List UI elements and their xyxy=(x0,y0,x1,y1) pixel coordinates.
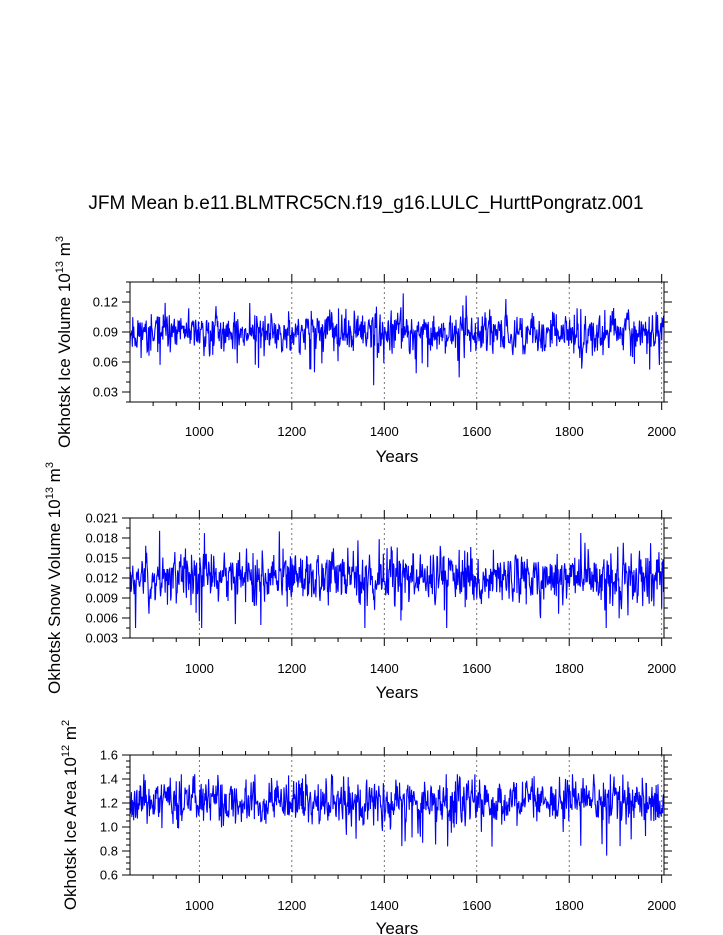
x-tick-label: 2000 xyxy=(647,424,676,439)
y-tick-label: 1.6 xyxy=(100,748,118,763)
y-axis-label: Okhotsk Ice Area 1012 m2 xyxy=(60,720,80,910)
y-tick-label: 0.012 xyxy=(85,571,118,586)
y-tick-label: 0.6 xyxy=(100,868,118,883)
y-tick-label: 0.03 xyxy=(93,385,118,400)
x-tick-label: 2000 xyxy=(647,661,676,676)
panel-ice-volume: 1000 1200 1400 1600 1800 2000 0.03 0.06 0.09 0.12… xyxy=(54,236,676,466)
y-tick-label: 1.4 xyxy=(100,772,118,787)
x-tick-label: 1000 xyxy=(185,661,214,676)
y-tick-label: 0.006 xyxy=(85,611,118,626)
x-tick-label: 1400 xyxy=(370,661,399,676)
x-tick-label: 2000 xyxy=(647,898,676,913)
y-tick-label: 1.2 xyxy=(100,796,118,811)
x-tick-label: 1000 xyxy=(185,424,214,439)
y-tick-label: 0.003 xyxy=(85,631,118,646)
x-tick-label: 1000 xyxy=(185,898,214,913)
y-tick-label: 0.009 xyxy=(85,591,118,606)
y-tick-label: 0.12 xyxy=(93,295,118,310)
y-axis-label: Okhotsk Snow Volume 1013 m3 xyxy=(44,462,64,694)
y-tick-label: 1.0 xyxy=(100,820,118,835)
y-tick-label: 0.018 xyxy=(85,531,118,546)
x-tick-label: 1600 xyxy=(462,898,491,913)
x-tick-label: 1800 xyxy=(555,661,584,676)
x-tick-label: 1800 xyxy=(555,898,584,913)
series-line-snow-volume xyxy=(129,530,665,629)
panel-snow-volume: 1000 1200 1400 1600 1800 2000 0.003 0.006 0.009 0… xyxy=(44,462,676,702)
y-axis-label: Okhotsk Ice Volume 1013 m3 xyxy=(54,236,74,448)
chart-title: JFM Mean b.e11.BLMTRC5CN.f19_g16.LULC_Hu… xyxy=(88,193,643,214)
x-tick-label: 1200 xyxy=(277,424,306,439)
x-axis-label: Years xyxy=(376,447,419,466)
x-tick-label: 1400 xyxy=(370,424,399,439)
x-tick-label: 1200 xyxy=(277,661,306,676)
y-tick-label: 0.09 xyxy=(93,325,118,340)
series-line-ice-volume xyxy=(129,293,665,386)
y-tick-label: 0.015 xyxy=(85,551,118,566)
series-line-ice-area xyxy=(129,774,665,856)
y-tick-label: 0.021 xyxy=(85,511,118,526)
y-tick-label: 0.06 xyxy=(93,355,118,370)
x-tick-label: 1800 xyxy=(555,424,584,439)
x-axis-label: Years xyxy=(376,683,419,702)
panel-ice-area: 1000 1200 1400 1600 1800 2000 0.6 0.8 1.0 1.2 1.4 1… xyxy=(60,720,676,935)
x-tick-label: 1200 xyxy=(277,898,306,913)
x-axis-label: Years xyxy=(376,919,419,935)
y-tick-label: 0.8 xyxy=(100,844,118,859)
x-tick-label: 1400 xyxy=(370,898,399,913)
x-tick-label: 1600 xyxy=(462,424,491,439)
x-tick-label: 1600 xyxy=(462,661,491,676)
